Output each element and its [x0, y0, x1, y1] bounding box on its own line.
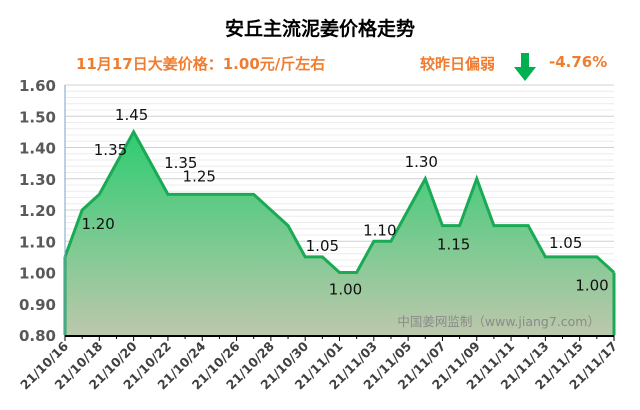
data-label: 1.45 — [115, 106, 148, 124]
y-tick-label: 1.20 — [19, 202, 56, 220]
data-label: 1.35 — [164, 154, 197, 172]
chart-title: 安丘主流泥姜价格走势 — [224, 18, 415, 40]
data-label: 1.05 — [306, 237, 339, 255]
down-arrow-icon — [514, 53, 536, 81]
y-tick-label: 1.00 — [19, 265, 56, 283]
y-tick-label: 1.30 — [19, 171, 56, 189]
y-tick-label: 0.80 — [19, 327, 56, 345]
data-label: 1.35 — [94, 141, 127, 159]
y-tick-label: 1.10 — [19, 233, 56, 251]
compare-label: 较昨日偏弱 — [420, 55, 496, 73]
price-note: 11月17日大姜价格：1.00元/斤左右 — [76, 55, 326, 73]
change-percent: -4.76% — [549, 53, 608, 71]
y-tick-label: 0.90 — [19, 296, 56, 314]
data-label: 1.15 — [437, 236, 470, 254]
series-line — [63, 128, 616, 274]
data-label: 1.00 — [329, 281, 362, 299]
data-label: 1.10 — [363, 221, 396, 239]
data-label: 1.20 — [81, 215, 114, 233]
data-label: 1.00 — [575, 277, 608, 295]
watermark: 中国姜网监制（www.jiang7.com） — [397, 314, 600, 329]
data-label: 1.30 — [405, 153, 438, 171]
y-tick-label: 1.50 — [19, 108, 56, 126]
data-label: 1.05 — [549, 234, 582, 252]
y-tick-label: 1.60 — [19, 77, 56, 95]
data-label: 1.25 — [183, 167, 216, 185]
y-tick-label: 1.40 — [19, 140, 56, 158]
